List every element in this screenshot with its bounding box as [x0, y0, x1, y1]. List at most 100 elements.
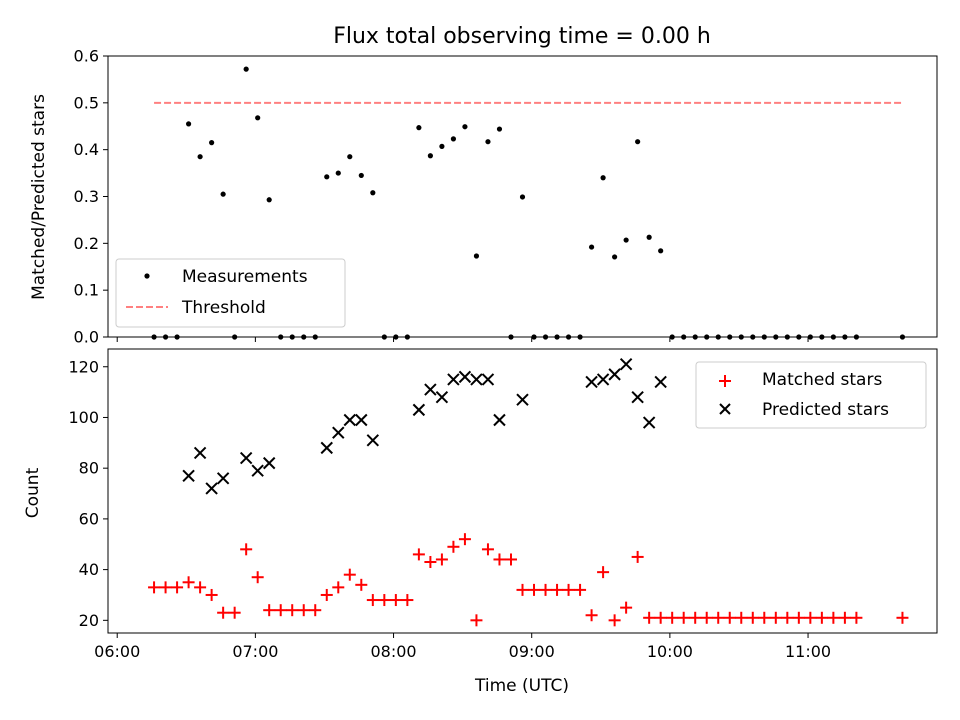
- measurement-point: [531, 334, 537, 340]
- bottom-x-tick-label: 06:00: [94, 642, 140, 661]
- measurement-point: [612, 254, 618, 260]
- predicted-stars-point: [355, 413, 368, 427]
- predicted-stars-point: [435, 390, 449, 404]
- matched-stars-point: [723, 611, 736, 624]
- predicted-stars-point: [343, 413, 356, 427]
- top-y-tick-label: 0.0: [74, 328, 99, 347]
- predicted-stars-point-b: [332, 426, 345, 439]
- matched-stars-point: [585, 609, 598, 622]
- measurement-point: [761, 334, 767, 340]
- measurement-point: [416, 125, 422, 131]
- predicted-stars-point-b: [320, 441, 333, 455]
- measurement-point: [312, 334, 318, 340]
- matched-stars-point: [504, 553, 517, 566]
- matched-stars-point: [171, 581, 184, 594]
- bottom-y-tick-label: 20: [79, 611, 99, 630]
- matched-stars-point: [412, 548, 425, 561]
- measurement-point: [853, 334, 860, 340]
- matched-stars-point: [677, 611, 690, 624]
- measurement-point: [899, 334, 906, 340]
- matched-stars-point: [182, 576, 195, 589]
- predicted-stars-point: [458, 370, 472, 384]
- matched-stars-point: [781, 611, 794, 624]
- predicted-stars-point: [470, 373, 483, 386]
- legend-predicted-marker: [719, 403, 731, 415]
- measurement-point: [658, 248, 664, 254]
- predicted-stars-point-b: [424, 383, 437, 396]
- matched-stars-point: [194, 581, 207, 594]
- matched-stars-point: [827, 611, 840, 624]
- matched-stars-point: [251, 571, 264, 584]
- bottom-legend: Matched stars Predicted stars: [695, 361, 927, 429]
- measurement-point: [669, 334, 675, 340]
- predicted-stars-point: [481, 373, 495, 386]
- measurement-point: [255, 115, 261, 121]
- predicted-stars-point-b: [447, 373, 460, 386]
- measurement-point: [600, 175, 606, 181]
- measurement-point: [462, 124, 468, 130]
- matched-stars-point: [447, 540, 460, 553]
- measurement-point: [842, 334, 848, 340]
- matched-stars-point: [804, 611, 817, 624]
- predicted-stars-point: [619, 358, 633, 371]
- predicted-stars-point-b: [193, 446, 207, 460]
- bottom-x-tick-label: 07:00: [232, 642, 278, 661]
- matched-stars-point: [309, 604, 322, 617]
- top-y-tick-label: 0.6: [74, 47, 99, 66]
- matched-stars-point: [378, 594, 391, 607]
- matched-stars-point: [493, 553, 506, 566]
- top-chart-title: Flux total observing time = 0.00 h: [333, 24, 711, 49]
- measurement-point: [519, 194, 526, 200]
- top-y-tick-label: 0.4: [74, 140, 99, 159]
- measurement-point: [830, 334, 836, 340]
- top-y-tick-label: 0.2: [74, 234, 99, 253]
- measurement-point: [174, 334, 180, 340]
- predicted-stars-point: [412, 403, 426, 417]
- predicted-stars-point: [193, 446, 207, 460]
- matched-stars-point: [516, 583, 529, 596]
- measurement-point: [381, 334, 387, 340]
- predicted-stars-point-b: [516, 393, 529, 406]
- measurement-point: [370, 190, 376, 196]
- matched-stars-point: [654, 611, 667, 624]
- bottom-y-tick-label: 120: [68, 357, 99, 376]
- predicted-stars-point-b: [619, 358, 633, 371]
- predicted-stars-point: [585, 375, 598, 389]
- matched-stars-point: [850, 611, 863, 624]
- matched-stars-point: [746, 611, 759, 624]
- legend-threshold-label: Threshold: [181, 298, 266, 318]
- predicted-stars-point: [608, 368, 621, 381]
- measurement-point: [807, 334, 813, 340]
- legend-measurements-label: Measurements: [182, 267, 308, 287]
- matched-stars-point: [815, 611, 828, 624]
- predicted-stars-point: [262, 456, 276, 470]
- matched-stars-point: [792, 611, 805, 624]
- matched-stars-point: [240, 543, 253, 556]
- matched-stars-point: [700, 611, 713, 624]
- predicted-stars-point: [366, 434, 380, 447]
- matched-stars-point: [551, 583, 564, 596]
- predicted-stars-point-b: [355, 413, 368, 427]
- predicted-stars-point-b: [216, 472, 230, 485]
- matched-stars-point: [148, 581, 161, 594]
- matched-stars-point: [320, 588, 333, 601]
- measurement-point: [588, 244, 595, 250]
- predicted-stars-point-b: [596, 373, 610, 386]
- matched-stars-point: [159, 581, 172, 594]
- predicted-stars-point: [251, 464, 264, 477]
- matched-stars-point: [608, 614, 621, 627]
- bottom-y-tick-label: 100: [68, 408, 99, 427]
- measurement-point: [324, 174, 330, 180]
- matched-stars-point: [838, 611, 851, 624]
- measurement-point: [151, 334, 157, 340]
- matched-stars-point: [228, 606, 241, 619]
- x-axis-label: Time (UTC): [474, 676, 569, 696]
- matched-stars-point: [574, 583, 587, 596]
- predicted-stars-point-b: [435, 390, 449, 404]
- predicted-stars-point-b: [481, 373, 495, 386]
- bottom-x-tick-label: 09:00: [509, 642, 555, 661]
- measurement-point: [623, 237, 629, 243]
- measurement-point: [347, 154, 353, 160]
- predicted-stars-point-b: [412, 403, 426, 417]
